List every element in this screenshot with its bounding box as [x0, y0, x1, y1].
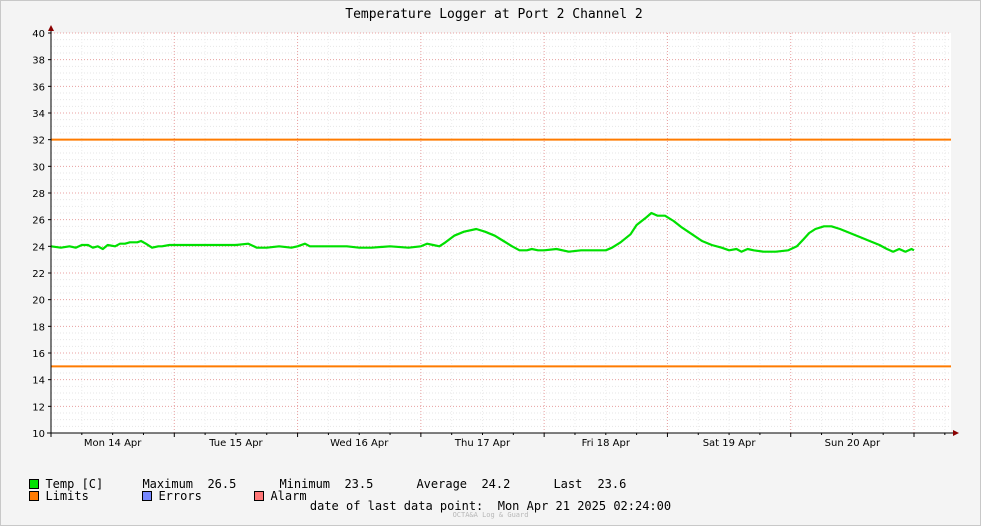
- y-tick-label: 26: [32, 216, 45, 227]
- legend-item-temp: Temp [C]: [29, 477, 142, 491]
- stat-average-value: 24.2: [481, 477, 511, 491]
- legend-item-errors: Errors: [142, 489, 254, 503]
- x-tick-label: Sun 20 Apr: [825, 438, 881, 449]
- y-tick-label: 22: [32, 269, 45, 280]
- temperature-chart: 10 12 14 16 18 20 22 24 26 28 30 32 34 36 38 40 Mon 14 …: [32, 7, 959, 449]
- legend-swatch-errors: [142, 491, 153, 501]
- stat-maximum-value: 26.5: [207, 477, 237, 491]
- x-tick-label: Fri 18 Apr: [582, 438, 631, 449]
- legend-label-limits: Limits: [45, 489, 89, 503]
- stat-minimum-label: Minimum: [279, 477, 331, 491]
- y-axis-ticks: 10 12 14 16 18 20 22 24 26 28 30 32 34 36 38 40: [32, 29, 51, 440]
- y-tick-label: 30: [32, 162, 45, 173]
- limit-lines: [51, 138, 951, 368]
- y-tick-label: 32: [32, 136, 45, 147]
- series-layer: [50, 211, 915, 253]
- legend-label-errors: Errors: [158, 489, 202, 503]
- last-point-value: Mon Apr 21 2025 02:24:00: [497, 499, 672, 513]
- last-point-label: date of last data point:: [309, 499, 484, 513]
- legend-label-alarm: Alarm: [270, 489, 307, 503]
- x-tick-label: Thu 17 Apr: [454, 438, 511, 449]
- stat-last-label: Last: [553, 477, 583, 491]
- last-data-point: date of last data point: Mon Apr 21 2025…: [0, 499, 981, 513]
- legend-row-limits: Limits Errors Alarm: [15, 475, 307, 503]
- chart-title: Temperature Logger at Port 2 Channel 2: [345, 7, 642, 22]
- stat-last-value: 23.6: [597, 477, 627, 491]
- y-tick-label: 28: [32, 189, 45, 200]
- x-tick-label: Mon 14 Apr: [84, 438, 142, 449]
- y-tick-label: 18: [32, 322, 45, 333]
- y-axis-arrow: [48, 25, 54, 31]
- legend-swatch-limits: [29, 491, 40, 501]
- x-axis-arrow: [953, 430, 959, 436]
- x-axis-ticks: Mon 14 Apr Tue 15 Apr Wed 16 Apr Thu 17 Apr…: [50, 433, 946, 449]
- temp-series-line: [50, 211, 915, 253]
- legend-item-limits: Limits: [29, 489, 142, 503]
- grid-minor: [51, 33, 951, 433]
- x-tick-label: Wed 16 Apr: [330, 438, 389, 449]
- y-tick-label: 20: [32, 296, 45, 307]
- legend-row-temp: Temp [C] Maximum 26.5 Minimum 23.5 Average 24.…: [15, 463, 626, 491]
- legend-swatch-alarm: [254, 491, 265, 501]
- x-tick-label: Sat 19 Apr: [703, 438, 757, 449]
- legend-swatch-temp: [29, 479, 40, 489]
- legend-label-temp: Temp [C]: [45, 477, 104, 491]
- y-tick-label: 36: [32, 82, 45, 93]
- stat-maximum-label: Maximum: [142, 477, 194, 491]
- y-tick-label: 24: [32, 242, 45, 253]
- y-tick-label: 40: [32, 29, 45, 40]
- y-tick-label: 10: [32, 429, 45, 440]
- y-tick-label: 34: [32, 109, 45, 120]
- y-tick-label: 16: [32, 349, 45, 360]
- y-tick-label: 12: [32, 402, 45, 413]
- legend-item-alarm: Alarm: [254, 489, 307, 503]
- stat-average-label: Average: [416, 477, 468, 491]
- y-tick-label: 38: [32, 56, 45, 67]
- watermark: OCTA&A Log & Guard: [452, 511, 529, 519]
- axes: [47, 25, 959, 437]
- y-tick-label: 14: [32, 376, 45, 387]
- stat-minimum-value: 23.5: [344, 477, 374, 491]
- x-tick-label: Tue 15 Apr: [208, 438, 263, 449]
